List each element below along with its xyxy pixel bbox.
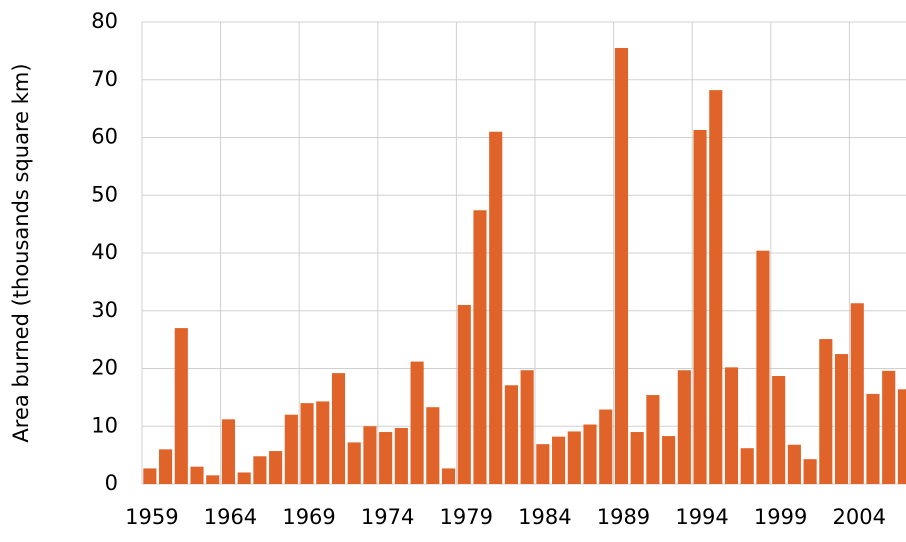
bar	[331, 373, 346, 484]
x-tick-label: 1989	[597, 505, 650, 529]
y-tick-label: 10	[91, 413, 118, 437]
bar	[897, 389, 906, 484]
y-tick-label: 60	[91, 125, 118, 149]
bar	[284, 414, 298, 484]
y-tick-label: 80	[91, 9, 118, 33]
bar	[237, 472, 251, 484]
bar	[819, 339, 833, 484]
y-axis-title: Area burned (thousands square km)	[9, 63, 33, 442]
bar	[630, 432, 644, 484]
bar	[394, 427, 408, 484]
x-tick-label: 1999	[754, 505, 807, 529]
x-tick-label: 2004	[833, 505, 886, 529]
y-tick-label: 0	[105, 471, 118, 495]
bar	[662, 436, 676, 484]
bar	[426, 407, 440, 484]
bar	[709, 90, 723, 485]
bar	[599, 409, 613, 484]
y-tick-label: 70	[91, 67, 118, 91]
bar	[457, 304, 471, 484]
bar	[787, 444, 801, 484]
bar	[221, 419, 236, 484]
bar	[363, 426, 377, 484]
bar	[473, 210, 487, 484]
bar	[269, 451, 283, 484]
bar	[646, 395, 660, 484]
bar	[740, 448, 754, 484]
bar	[300, 403, 314, 484]
bar	[756, 250, 770, 484]
bar	[190, 466, 204, 484]
bar	[347, 442, 361, 484]
bar	[159, 449, 173, 484]
bar	[850, 303, 864, 484]
bar	[803, 459, 817, 484]
bar	[174, 328, 188, 484]
bar	[520, 370, 534, 484]
y-tick-label: 50	[91, 182, 118, 206]
bar	[489, 131, 503, 484]
bar	[441, 468, 456, 484]
bar	[866, 393, 880, 484]
bar	[583, 424, 597, 484]
bar	[724, 367, 739, 484]
bar	[677, 370, 691, 484]
bar	[504, 385, 518, 484]
bar	[253, 456, 267, 484]
x-tick-label: 1984	[518, 505, 571, 529]
bar	[693, 129, 707, 484]
x-tick-label: 1959	[125, 505, 178, 529]
y-tick-label: 20	[91, 356, 118, 380]
bar	[614, 47, 629, 485]
y-tick-label: 40	[91, 240, 118, 264]
y-tick-label: 30	[91, 298, 118, 322]
x-tick-label: 1974	[361, 505, 414, 529]
x-tick-label: 1994	[675, 505, 728, 529]
bar	[410, 361, 424, 484]
x-tick-label: 1969	[282, 505, 335, 529]
x-tick-label: 1979	[440, 505, 493, 529]
x-tick-label: 1964	[204, 505, 257, 529]
bar	[882, 370, 896, 484]
bar	[834, 354, 849, 484]
bar	[552, 436, 566, 484]
bar	[206, 475, 220, 484]
bar	[536, 444, 550, 484]
bar	[772, 376, 786, 484]
bar	[316, 401, 330, 484]
bar	[567, 431, 581, 484]
bar	[379, 432, 393, 484]
bar	[143, 468, 157, 484]
